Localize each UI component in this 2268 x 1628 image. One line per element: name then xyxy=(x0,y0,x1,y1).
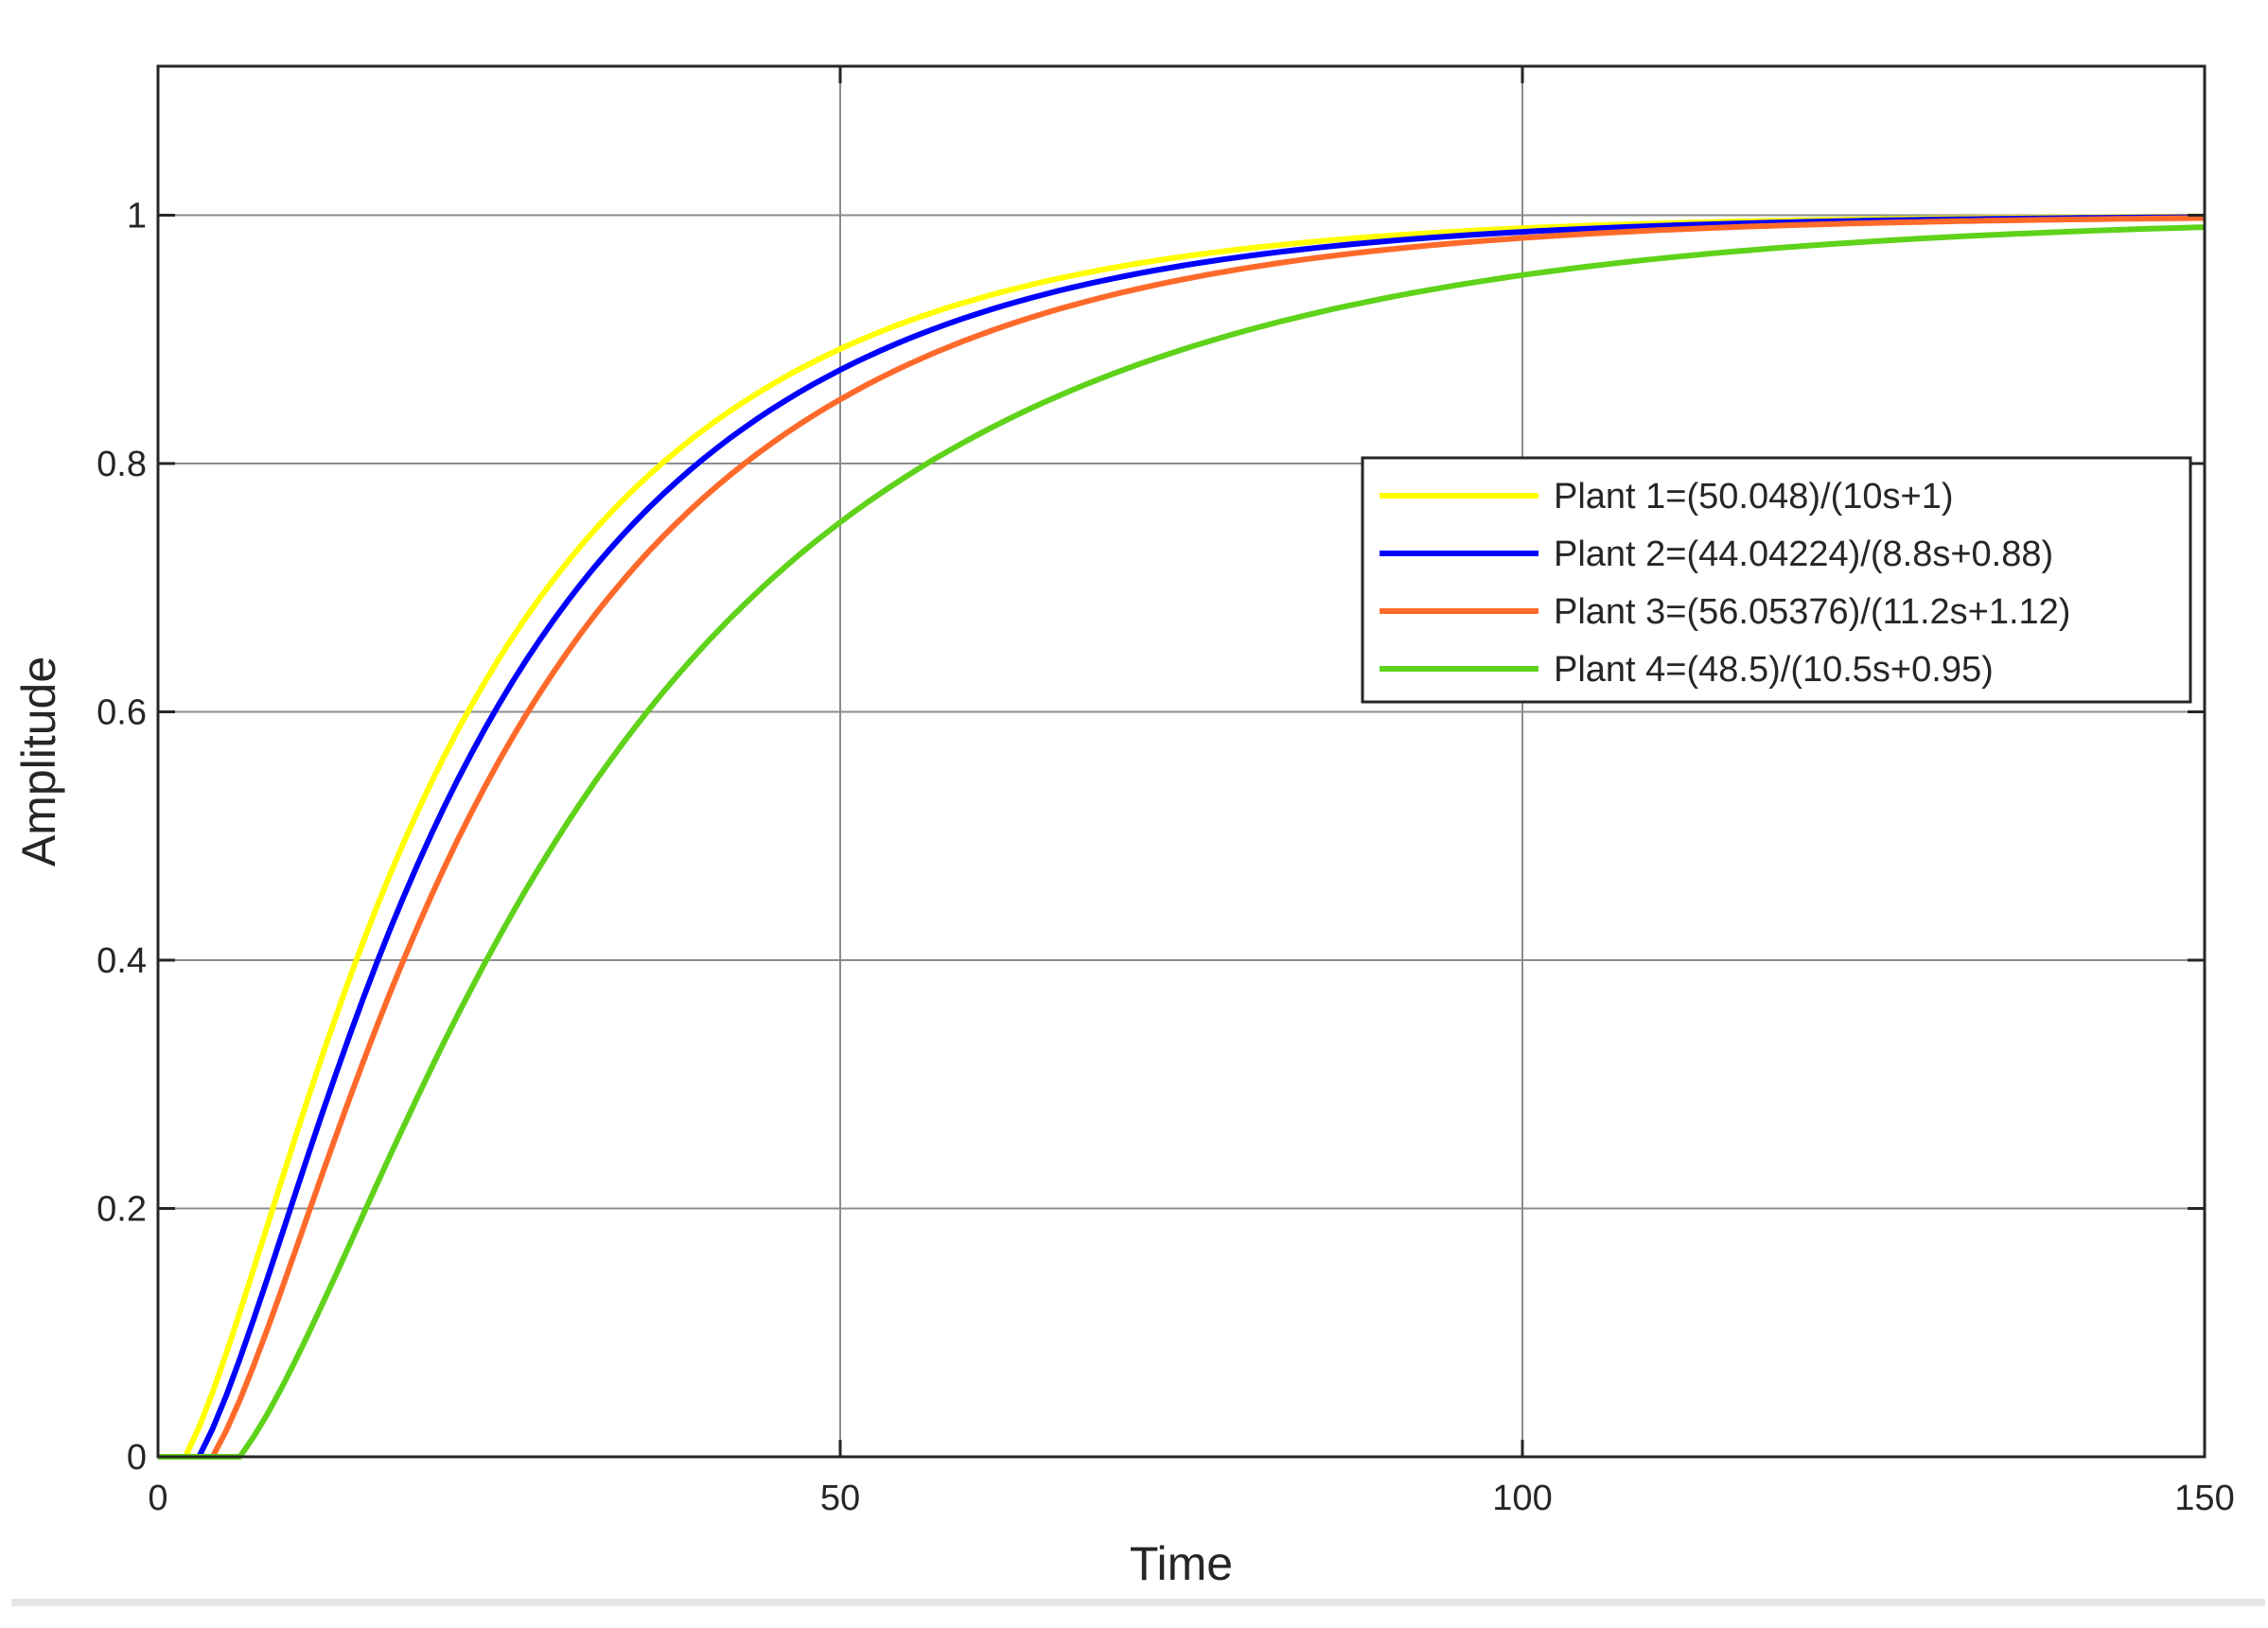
grid-lines xyxy=(158,66,2205,1457)
y-tick-label: 0 xyxy=(127,1438,147,1478)
x-tick-label: 50 xyxy=(820,1479,860,1518)
legend-label: Plant 2=(44.04224)/(8.8s+0.88) xyxy=(1554,534,2053,574)
x-tick-label: 150 xyxy=(2174,1479,2234,1518)
y-axis-title: Amplitude xyxy=(12,656,65,867)
legend-label: Plant 4=(48.5)/(10.5s+0.95) xyxy=(1554,650,1994,690)
x-tick-label: 0 xyxy=(148,1479,167,1518)
y-tick-label: 0.4 xyxy=(97,941,147,981)
axis-ticks: 0 50 100 150 0 0.2 0.4 0.6 0.8 1 xyxy=(97,66,2235,1518)
plot-area-frame xyxy=(156,64,2206,1459)
y-tick-label: 1 xyxy=(127,197,147,236)
x-tick-label: 100 xyxy=(1492,1479,1552,1518)
y-tick-label: 0.8 xyxy=(97,445,147,484)
figure-bottom-strip xyxy=(11,1599,2265,1606)
legend-label: Plant 3=(56.05376)/(11.2s+1.12) xyxy=(1554,592,2070,632)
series-line xyxy=(158,215,2206,1460)
x-axis-title: Time xyxy=(1130,1537,1233,1590)
series-line xyxy=(158,224,2206,1460)
series-lines xyxy=(158,213,2206,1460)
legend[interactable]: Plant 1=(50.048)/(10s+1) Plant 2=(44.0422… xyxy=(1361,456,2192,704)
y-tick-label: 0.6 xyxy=(97,693,147,733)
legend-label: Plant 1=(50.048)/(10s+1) xyxy=(1554,477,1954,516)
y-tick-label: 0.2 xyxy=(97,1190,147,1230)
